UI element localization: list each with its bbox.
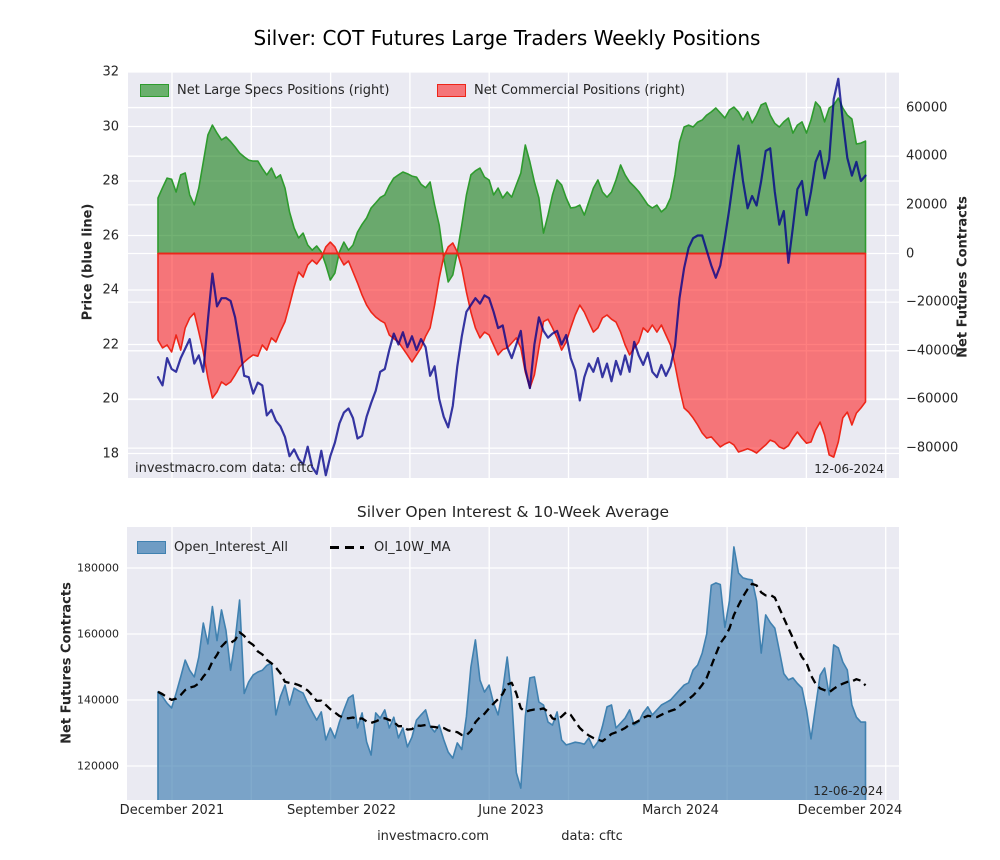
- top-axis-right-tick: −40000: [906, 343, 959, 359]
- bottom-axis-x-tick: December 2024: [797, 803, 903, 818]
- top-axis-right-tick: 60000: [906, 100, 948, 116]
- legend-dash-sample-icon: [330, 546, 364, 549]
- legend-label-commercials: Net Commercial Positions (right): [474, 83, 686, 98]
- legend-swatch-commercials: [437, 84, 466, 97]
- top-axis-right-tick: −60000: [906, 391, 959, 407]
- source-note-top: investmacro.com: [135, 461, 247, 476]
- legend-label-open-interest: Open_Interest_All: [174, 540, 288, 555]
- top-axis-left-tick: 28: [102, 173, 119, 189]
- top-axis-left-tick: 32: [102, 64, 119, 80]
- top-axis-right-tick: 40000: [906, 148, 948, 164]
- bottom-axis-left-tick: 140000: [77, 693, 119, 707]
- bottom-axis-left-tick: 180000: [77, 561, 119, 575]
- date-note-top: 12-06-2024: [814, 462, 884, 476]
- ylabel-net-futures-bottom: Net Futures Contracts: [59, 582, 75, 744]
- date-note-bottom: 12-06-2024: [813, 784, 883, 798]
- bottom-axis-x-tick: June 2023: [478, 803, 544, 818]
- top-axis-left-tick: 26: [102, 228, 119, 243]
- data-note-top: data: cftc: [252, 461, 314, 476]
- legend-label-specs: Net Large Specs Positions (right): [177, 83, 390, 98]
- top-axis-left-tick: 18: [102, 446, 119, 461]
- top-axis-right-tick: −20000: [906, 294, 959, 310]
- bottom-axis-left-tick: 120000: [77, 759, 119, 773]
- bottom-chart-title: Silver Open Interest & 10-Week Average: [356, 503, 670, 521]
- footer-source: investmacro.com: [377, 829, 489, 844]
- top-axis-left-tick: 22: [102, 337, 119, 352]
- ylabel-net-futures-right: Net Futures Contracts: [955, 196, 971, 358]
- bottom-axis-left-tick: 160000: [77, 627, 119, 641]
- top-axis-left-tick: 24: [102, 282, 119, 298]
- top-axis-left-tick: 20: [102, 391, 119, 407]
- top-axis-right-tick: −80000: [906, 440, 959, 456]
- legend-label-oi-ma: OI_10W_MA: [374, 540, 451, 555]
- legend-swatch-specs: [140, 84, 169, 97]
- top-axis-right-tick: 0: [906, 246, 915, 261]
- bottom-axis-x-tick: December 2021: [119, 803, 225, 818]
- footer-data: data: cftc: [561, 829, 623, 844]
- legend-swatch-open-interest: [137, 541, 166, 554]
- top-axis-left-tick: 30: [102, 119, 119, 134]
- bottom-axis-x-tick: March 2024: [642, 803, 719, 818]
- top-chart-title: Silver: COT Futures Large Traders Weekly…: [253, 26, 761, 50]
- ylabel-price: Price (blue line): [80, 203, 96, 321]
- bottom-axis-x-tick: September 2022: [286, 803, 397, 818]
- top-axis-right-tick: 20000: [906, 197, 948, 213]
